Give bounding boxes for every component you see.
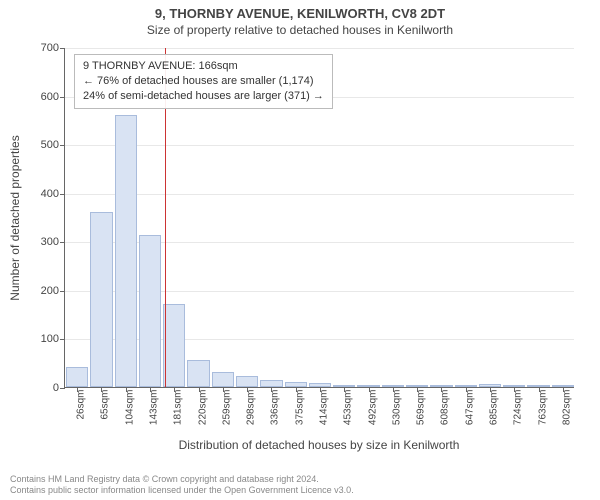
x-tick-label: 414sqm (319, 390, 330, 426)
footer-line-2: Contains public sector information licen… (10, 485, 354, 496)
gridline (65, 48, 574, 49)
x-tick-label: 375sqm (294, 390, 305, 426)
x-tick-label: 259sqm (221, 390, 232, 426)
gridline (65, 194, 574, 195)
y-tick-mark (60, 388, 65, 389)
histogram-bar (187, 360, 209, 387)
histogram-bar (66, 367, 88, 387)
x-tick-label: 336sqm (270, 390, 281, 426)
y-tick-mark (60, 242, 65, 243)
footer-line-1: Contains HM Land Registry data © Crown c… (10, 474, 354, 485)
y-tick-label: 400 (21, 188, 59, 200)
x-tick-label: 26sqm (76, 390, 87, 420)
x-tick-label: 453sqm (343, 390, 354, 426)
y-axis-title: Number of detached properties (8, 135, 22, 300)
y-tick-label: 0 (21, 382, 59, 394)
x-tick-label: 181sqm (173, 390, 184, 426)
y-tick-label: 600 (21, 91, 59, 103)
x-tick-label: 104sqm (124, 390, 135, 426)
y-tick-mark (60, 194, 65, 195)
y-tick-label: 500 (21, 139, 59, 151)
plot-area: 010020030040050060070026sqm65sqm104sqm14… (64, 48, 574, 388)
annotation-line-2: ← 76% of detached houses are smaller (1,… (83, 74, 324, 89)
histogram-bar (139, 235, 161, 387)
x-tick-label: 724sqm (513, 390, 524, 426)
y-tick-label: 200 (21, 285, 59, 297)
x-tick-label: 647sqm (464, 390, 475, 426)
annotation-box: 9 THORNBY AVENUE: 166sqm ← 76% of detach… (74, 54, 333, 109)
x-tick-label: 685sqm (489, 390, 500, 426)
y-tick-mark (60, 48, 65, 49)
x-tick-label: 143sqm (149, 390, 160, 426)
chart-subtitle: Size of property relative to detached ho… (0, 21, 600, 37)
x-tick-label: 220sqm (197, 390, 208, 426)
x-tick-label: 530sqm (391, 390, 402, 426)
y-tick-mark (60, 339, 65, 340)
x-tick-label: 298sqm (246, 390, 257, 426)
x-tick-label: 608sqm (440, 390, 451, 426)
x-tick-label: 802sqm (561, 390, 572, 426)
y-tick-label: 100 (21, 333, 59, 345)
y-tick-label: 300 (21, 236, 59, 248)
histogram-bar (163, 304, 185, 387)
chart-title: 9, THORNBY AVENUE, KENILWORTH, CV8 2DT (0, 0, 600, 21)
x-tick-label: 569sqm (416, 390, 427, 426)
x-tick-label: 65sqm (100, 390, 111, 420)
histogram-bar (236, 376, 258, 387)
x-tick-label: 763sqm (537, 390, 548, 426)
histogram-bar (260, 380, 282, 387)
histogram-bar (115, 115, 137, 387)
annotation-line-3: 24% of semi-detached houses are larger (… (83, 89, 324, 104)
y-tick-mark (60, 145, 65, 146)
histogram-bar (90, 212, 112, 387)
histogram-bar (212, 372, 234, 387)
chart-container: 9, THORNBY AVENUE, KENILWORTH, CV8 2DT S… (0, 0, 600, 500)
x-tick-label: 492sqm (367, 390, 378, 426)
gridline (65, 145, 574, 146)
x-axis-title: Distribution of detached houses by size … (64, 438, 574, 452)
footer: Contains HM Land Registry data © Crown c… (10, 474, 354, 497)
y-tick-label: 700 (21, 42, 59, 54)
y-tick-mark (60, 97, 65, 98)
annotation-line-1: 9 THORNBY AVENUE: 166sqm (83, 59, 324, 74)
y-tick-mark (60, 291, 65, 292)
